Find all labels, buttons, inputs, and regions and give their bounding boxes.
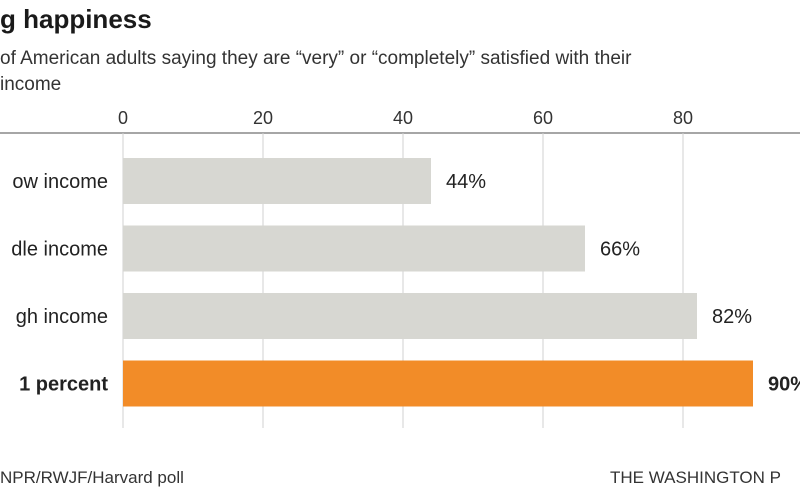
category-label: dle income (11, 239, 108, 261)
subtitle-line-2: income (0, 74, 62, 95)
x-tick-label: 20 (253, 108, 273, 128)
source-note: NPR/RWJF/Harvard poll (0, 468, 184, 487)
chart-title: g happiness (0, 4, 152, 34)
bar (123, 158, 431, 204)
bar (123, 360, 753, 407)
bar (123, 293, 697, 339)
value-label: 90% (768, 374, 800, 396)
x-tick-label: 0 (118, 108, 128, 128)
category-label: 1 percent (19, 374, 108, 396)
category-label: ow income (12, 171, 108, 193)
x-tick-label: 60 (533, 108, 553, 128)
value-label: 66% (600, 239, 640, 261)
chart-subtitle: of American adults saying they are “very… (0, 46, 800, 98)
value-label: 44% (446, 171, 486, 193)
bar (123, 225, 585, 272)
category-label: gh income (16, 306, 108, 328)
value-label: 82% (712, 306, 752, 328)
publisher-credit: THE WASHINGTON P (610, 468, 781, 487)
subtitle-line-1: of American adults saying they are “very… (0, 48, 632, 69)
x-tick-label: 80 (673, 108, 693, 128)
x-tick-label: 40 (393, 108, 413, 128)
